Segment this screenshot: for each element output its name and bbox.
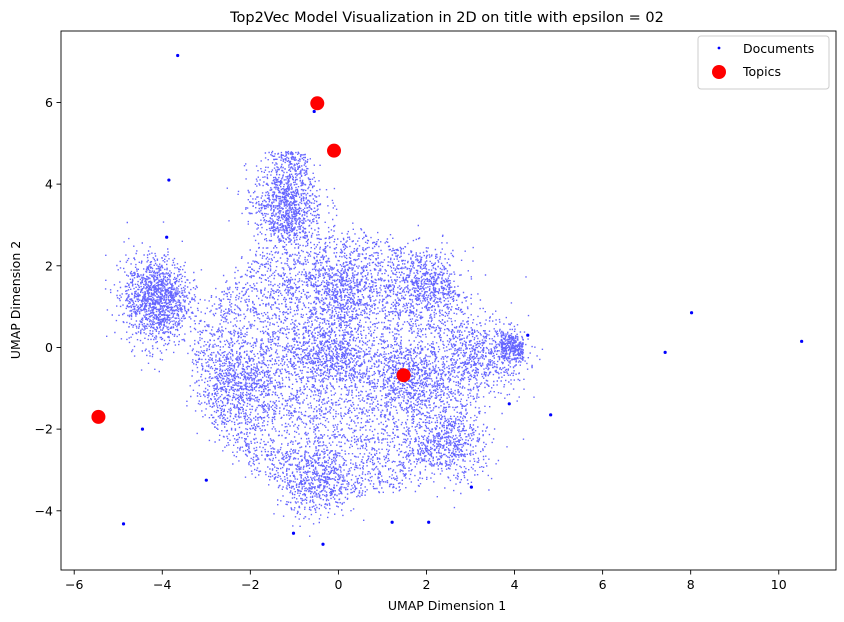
document-point — [549, 413, 553, 417]
x-axis-label: UMAP Dimension 1 — [388, 598, 506, 613]
legend-topics-marker — [712, 65, 726, 79]
x-tick-label: 8 — [687, 577, 695, 592]
y-tick-label: −4 — [35, 503, 53, 518]
topic-point — [91, 409, 106, 424]
document-point — [204, 478, 208, 482]
document-point — [321, 542, 325, 546]
document-point — [663, 350, 667, 354]
x-tick-label: 2 — [423, 577, 431, 592]
legend-topics-label: Topics — [742, 64, 781, 79]
document-point — [312, 109, 316, 114]
topic-point — [310, 96, 325, 111]
plot-area — [91, 53, 804, 546]
y-axis-label: UMAP Dimension 2 — [8, 241, 23, 359]
document-point — [165, 235, 169, 239]
x-tick-label: −4 — [153, 577, 171, 592]
y-tick-label: 0 — [45, 340, 53, 355]
legend-documents-label: Documents — [743, 41, 814, 56]
document-point — [176, 53, 180, 58]
documents-point-cloud — [104, 150, 544, 537]
x-tick-label: −2 — [241, 577, 259, 592]
topic-point — [327, 143, 342, 158]
x-tick-label: −6 — [65, 577, 83, 592]
y-axis: −4 −2 0 2 4 6 — [35, 95, 61, 518]
x-tick-label: 10 — [771, 577, 787, 592]
y-tick-label: −2 — [35, 422, 53, 437]
document-point — [800, 339, 804, 343]
document-point — [427, 520, 431, 524]
x-tick-label: 6 — [599, 577, 607, 592]
document-point — [390, 520, 394, 524]
document-point — [507, 402, 511, 406]
plot-frame — [60, 30, 837, 571]
legend-documents-marker — [717, 46, 721, 50]
document-point — [689, 311, 694, 315]
y-tick-label: 2 — [45, 258, 53, 273]
y-tick-label: 6 — [45, 95, 53, 110]
document-point — [291, 531, 296, 535]
legend: Documents Topics — [697, 35, 830, 90]
legend-documents-dot — [717, 46, 721, 50]
document-point — [167, 178, 171, 182]
topic-point — [396, 368, 411, 383]
x-tick-label: 0 — [334, 577, 342, 592]
chart-title: Top2Vec Model Visualization in 2D on tit… — [229, 10, 664, 26]
y-tick-label: 4 — [45, 177, 53, 192]
document-point — [469, 485, 473, 489]
document-point — [140, 427, 145, 431]
x-tick-label: 4 — [511, 577, 519, 592]
topics-series — [91, 96, 411, 424]
legend-box — [697, 35, 830, 90]
document-point — [121, 522, 126, 526]
documents-series — [104, 53, 804, 546]
document-point — [526, 333, 530, 337]
x-axis: −6 −4 −2 0 2 4 6 8 10 — [65, 570, 787, 592]
